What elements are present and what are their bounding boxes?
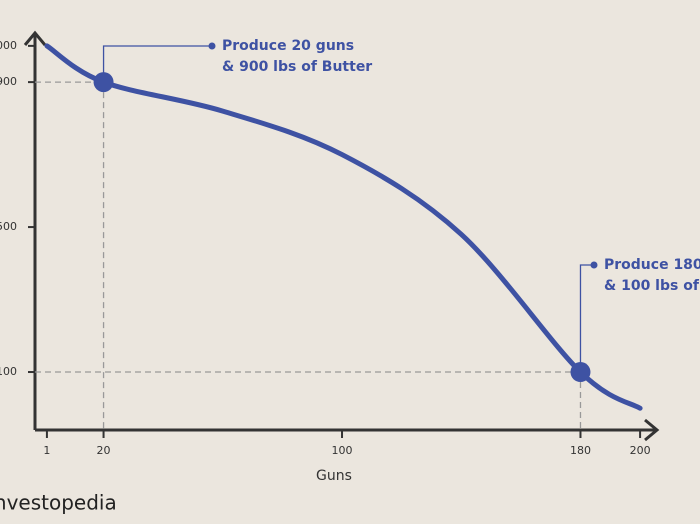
- y-axis-arrow: [23, 30, 47, 46]
- leader-line: [579, 264, 594, 373]
- annotation: & 900 lbs of Butter: [222, 59, 372, 75]
- y-tick-label: 100: [0, 365, 17, 378]
- annotation: Produce 20 guns: [222, 38, 354, 54]
- x-tick-label: 100: [332, 444, 353, 457]
- x-tick-label: 20: [97, 444, 111, 457]
- highlight-point: [93, 72, 114, 93]
- annotation: Produce 180 guns: [604, 257, 700, 273]
- y-tick-label: 1000: [0, 39, 17, 52]
- logo: Investopedia: [0, 491, 117, 515]
- y-tick-label: 500: [0, 220, 17, 233]
- ppf-curve: [44, 43, 643, 411]
- x-axis-title: Guns: [316, 468, 352, 484]
- x-tick-label: 180: [570, 444, 591, 457]
- y-tick-label: 900: [0, 75, 17, 88]
- x-tick-label: 1: [43, 444, 50, 457]
- x-axis-arrow: [644, 418, 660, 442]
- leader-dot: [208, 42, 216, 50]
- x-tick-label: 200: [630, 444, 651, 457]
- leader-line: [102, 45, 212, 83]
- highlight-point: [570, 362, 591, 383]
- leader-dot: [590, 261, 598, 269]
- annotation: & 100 lbs of Butter: [604, 278, 700, 294]
